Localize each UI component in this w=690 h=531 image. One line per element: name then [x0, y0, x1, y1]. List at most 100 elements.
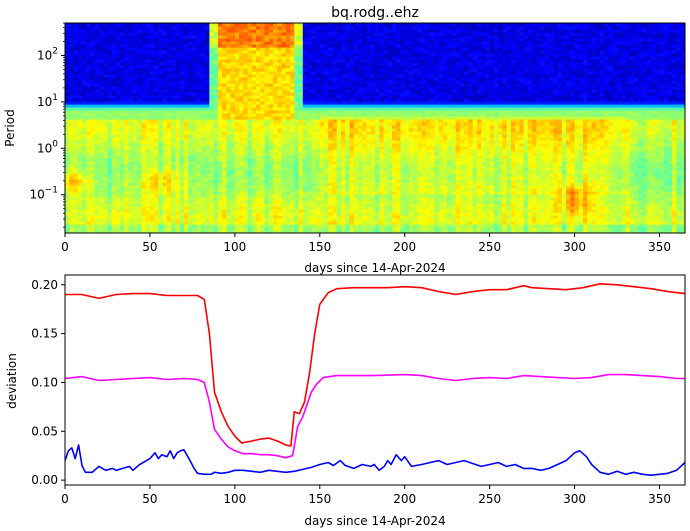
- heatmap-cell: [213, 98, 219, 102]
- heatmap-cell: [239, 68, 244, 72]
- heatmap-cell: [243, 23, 249, 27]
- heatmap-cell: [183, 107, 189, 111]
- heatmap-cell: [209, 179, 215, 183]
- heatmap-cell: [251, 47, 257, 51]
- heatmap-cell: [319, 98, 325, 102]
- heatmap-cell: [158, 182, 164, 186]
- heatmap-cell: [205, 68, 210, 72]
- heatmap-cell: [290, 119, 295, 123]
- heatmap-cell: [98, 230, 104, 233]
- heatmap-cell: [247, 98, 253, 102]
- heatmap-cell: [298, 218, 304, 222]
- heatmap-cell: [260, 167, 266, 171]
- heatmap-cell: [353, 197, 359, 201]
- heatmap-cell: [362, 80, 368, 84]
- heatmap-cell: [179, 185, 185, 189]
- heatmap-cell: [154, 179, 160, 183]
- heatmap-cell: [183, 191, 189, 195]
- heatmap-cell: [260, 176, 266, 180]
- heatmap-cell: [107, 44, 113, 48]
- heatmap-cell: [115, 110, 121, 114]
- heatmap-cell: [205, 146, 210, 150]
- heatmap-cell: [264, 212, 270, 216]
- heatmap-cell: [73, 221, 79, 225]
- heatmap-cell: [226, 152, 232, 156]
- heatmap-cell: [324, 212, 329, 216]
- heatmap-cell: [65, 131, 70, 135]
- heatmap-cell: [179, 167, 185, 171]
- heatmap-cell: [124, 35, 130, 39]
- heatmap-cell: [243, 41, 249, 45]
- heatmap-cell: [90, 86, 96, 90]
- heatmap-cell: [234, 53, 240, 57]
- heatmap-cell: [251, 125, 257, 129]
- heatmap-cell: [103, 56, 109, 60]
- heatmap-cell: [77, 158, 83, 162]
- heatmap-cell: [362, 26, 368, 30]
- heatmap-cell: [103, 179, 109, 183]
- heatmap-cell: [353, 182, 359, 186]
- heatmap-cell: [315, 56, 321, 60]
- heatmap-cell: [86, 209, 92, 213]
- heatmap-cell: [353, 170, 359, 174]
- heatmap-cell: [243, 167, 249, 171]
- heatmap-cell: [145, 53, 151, 57]
- heatmap-cell: [349, 185, 355, 189]
- heatmap-cell: [183, 143, 189, 147]
- heatmap-cell: [256, 191, 261, 195]
- heatmap-cell: [124, 83, 130, 87]
- heatmap-cell: [69, 158, 75, 162]
- heatmap-cell: [247, 89, 253, 93]
- heatmap-cell: [162, 71, 168, 75]
- heatmap-cell: [77, 218, 83, 222]
- heatmap-cell: [234, 95, 240, 99]
- heatmap-cell: [149, 92, 155, 96]
- heatmap-cell: [145, 101, 151, 105]
- heatmap-cell: [132, 107, 138, 111]
- heatmap-cell: [111, 224, 117, 228]
- heatmap-cell: [217, 143, 223, 147]
- heatmap-cell: [175, 98, 181, 102]
- heatmap-cell: [247, 224, 253, 228]
- heatmap-cell: [324, 164, 329, 168]
- heatmap-cell: [171, 62, 177, 66]
- heatmap-cell: [154, 29, 160, 33]
- heatmap-cell: [124, 29, 130, 33]
- heatmap-cell: [268, 110, 274, 114]
- heatmap-cell: [230, 56, 236, 60]
- heatmap-cell: [311, 164, 317, 168]
- heatmap-cell: [141, 62, 147, 66]
- heatmap-cell: [94, 125, 100, 129]
- heatmap-cell: [341, 119, 346, 123]
- heatmap-cell: [277, 215, 283, 219]
- heatmap-cell: [103, 221, 109, 225]
- heatmap-cell: [86, 176, 92, 180]
- heatmap-cell: [65, 29, 70, 33]
- heatmap-cell: [230, 224, 236, 228]
- heatmap-cell: [273, 95, 278, 99]
- heatmap-cell: [345, 209, 351, 213]
- heatmap-cell: [315, 32, 321, 36]
- heatmap-cell: [128, 92, 134, 96]
- heatmap-cell: [166, 197, 172, 201]
- heatmap-cell: [256, 179, 261, 183]
- heatmap-cell: [158, 26, 164, 30]
- heatmap-cell: [230, 143, 236, 147]
- heatmap-cell: [239, 167, 244, 171]
- heatmap-cell: [298, 71, 304, 75]
- heatmap-cell: [341, 116, 346, 120]
- heatmap-cell: [247, 164, 253, 168]
- heatmap-cell: [120, 101, 126, 105]
- heatmap-cell: [277, 128, 283, 132]
- heatmap-cell: [217, 104, 223, 108]
- heatmap-cell: [103, 197, 109, 201]
- heatmap-cell: [336, 197, 342, 201]
- heatmap-cell: [222, 152, 227, 156]
- heatmap-cell: [179, 68, 185, 72]
- heatmap-cell: [77, 131, 83, 135]
- heatmap-cell: [98, 131, 104, 135]
- heatmap-cell: [213, 230, 219, 233]
- heatmap-cell: [341, 167, 346, 171]
- heatmap-cell: [128, 155, 134, 159]
- heatmap-cell: [251, 65, 257, 69]
